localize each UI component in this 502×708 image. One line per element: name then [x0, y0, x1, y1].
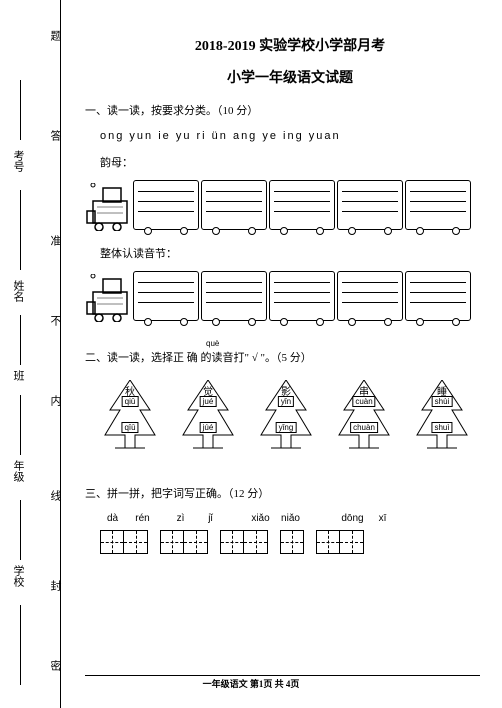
q2-title-text: 二、读一读，选择正 确 的读音打" √ "。（5 分） — [85, 352, 312, 364]
vlabel-2: 准 — [47, 235, 63, 246]
q3-grids — [85, 530, 495, 554]
tree-item: 觉juéjúé — [178, 380, 238, 465]
field-line-1 — [20, 190, 21, 270]
vlabel-4: 内 — [47, 395, 63, 406]
tianzige-box — [160, 530, 184, 554]
tree-p2: chuàn — [350, 422, 378, 433]
pinyin-label: niǎo — [278, 513, 303, 524]
que-pinyin-anno: què — [206, 339, 219, 348]
pinyin-label: dōng — [340, 513, 365, 524]
tree-p1: cuàn — [352, 396, 375, 407]
train-car — [337, 271, 403, 321]
field-line-0 — [20, 80, 21, 140]
train-car — [269, 180, 335, 230]
vlabel-1: 答 — [47, 130, 63, 141]
field-line-2 — [20, 315, 21, 365]
trees-row: 秋qiūqīū觉juéjúé影yǐnyǐng串cuànchuàn睡shùishu… — [85, 380, 495, 465]
footer-text: 一年级语文 第1页 共 4页 — [203, 679, 300, 689]
tree-p1: yǐn — [278, 396, 294, 407]
field-label-1: 姓名 — [10, 280, 26, 302]
tianzige-box — [124, 530, 148, 554]
fold-line-vertical — [60, 0, 61, 708]
vlabel-5: 线 — [47, 490, 63, 501]
train-car — [201, 271, 267, 321]
vlabel-0: 题 — [47, 30, 63, 41]
tianzige-box — [100, 530, 124, 554]
grid-pair — [316, 530, 364, 554]
grid-pair — [100, 530, 148, 554]
page-footer: 一年级语文 第1页 共 4页 — [0, 677, 502, 690]
field-label-0: 考号 — [10, 150, 26, 172]
train-car — [269, 271, 335, 321]
tree-item: 串cuànchuàn — [334, 380, 394, 465]
tianzige-box — [316, 530, 340, 554]
tianzige-box — [244, 530, 268, 554]
grid-pair — [220, 530, 268, 554]
locomotive-icon — [85, 183, 130, 231]
train-car — [133, 180, 199, 230]
train-car — [201, 180, 267, 230]
pinyin-label: xiǎo — [248, 513, 273, 524]
train-car — [405, 180, 471, 230]
pinyin-label: jǐ — [198, 513, 223, 524]
tree-item: 睡shùishuì — [412, 380, 472, 465]
tianzige-box — [220, 530, 244, 554]
page-content: 2018-2019 实验学校小学部月考 小学一年级语文试题 一、读一读，按要求分… — [85, 0, 495, 708]
exam-title-2: 小学一年级语文试题 — [85, 67, 495, 87]
tree-p2: júé — [200, 422, 217, 433]
q3-pinyin-labels: dàrén zìjǐ xiǎo niǎo dōngxī — [85, 513, 495, 524]
tianzige-box — [280, 530, 304, 554]
train-cars-2 — [133, 271, 471, 321]
field-line-4 — [20, 500, 21, 560]
field-label-2: 班 — [10, 370, 26, 381]
pinyin-label: rén — [130, 513, 155, 524]
tianzige-box — [184, 530, 208, 554]
locomotive-icon-2 — [85, 274, 130, 322]
tree-item: 秋qiūqīū — [100, 380, 160, 465]
field-label-4: 学校 — [10, 565, 26, 587]
train-car — [133, 271, 199, 321]
tree-p1: jué — [200, 396, 217, 407]
train-cars-1 — [133, 180, 471, 230]
field-label-3: 年级 — [10, 460, 26, 482]
vlabel-3: 不 — [47, 315, 63, 326]
tree-p1: qiū — [122, 396, 139, 407]
q3-title: 三、拼一拼，把字词写正确。（12 分） — [85, 485, 495, 501]
exam-title-1: 2018-2019 实验学校小学部月考 — [85, 35, 495, 55]
grid-pair — [280, 530, 304, 554]
tree-item: 影yǐnyǐng — [256, 380, 316, 465]
pinyin-label: dà — [100, 513, 125, 524]
field-line-3 — [20, 395, 21, 455]
tree-p2: shuì — [431, 422, 452, 433]
q1-label-yunmu: 韵母： — [85, 154, 495, 170]
tianzige-box — [340, 530, 364, 554]
q1-title: 一、读一读，按要求分类。（10 分） — [85, 102, 495, 118]
grid-pair — [160, 530, 208, 554]
binding-sidebar: 题 答 准 不 内 线 封 密 考号 姓名 班 年级 学校 — [0, 0, 80, 708]
pinyin-label: xī — [370, 513, 395, 524]
tree-p2: yǐng — [276, 422, 297, 433]
footer-divider — [85, 675, 480, 676]
train-row-1 — [85, 178, 495, 233]
train-row-2 — [85, 269, 495, 324]
vlabel-7: 密 — [47, 660, 63, 671]
q1-label-zhengti: 整体认读音节： — [85, 245, 495, 261]
q2-title: què 二、读一读，选择正 确 的读音打" √ "。（5 分） — [85, 349, 495, 365]
tree-p2: qīū — [121, 422, 138, 433]
vlabel-6: 封 — [47, 580, 63, 591]
q1-pinyin-list: ong yun ie yu ri ün ang ye ing yuan — [85, 130, 495, 142]
train-car — [405, 271, 471, 321]
pinyin-label: zì — [168, 513, 193, 524]
train-car — [337, 180, 403, 230]
field-line-5 — [20, 605, 21, 685]
tree-p1: shùi — [432, 396, 453, 407]
